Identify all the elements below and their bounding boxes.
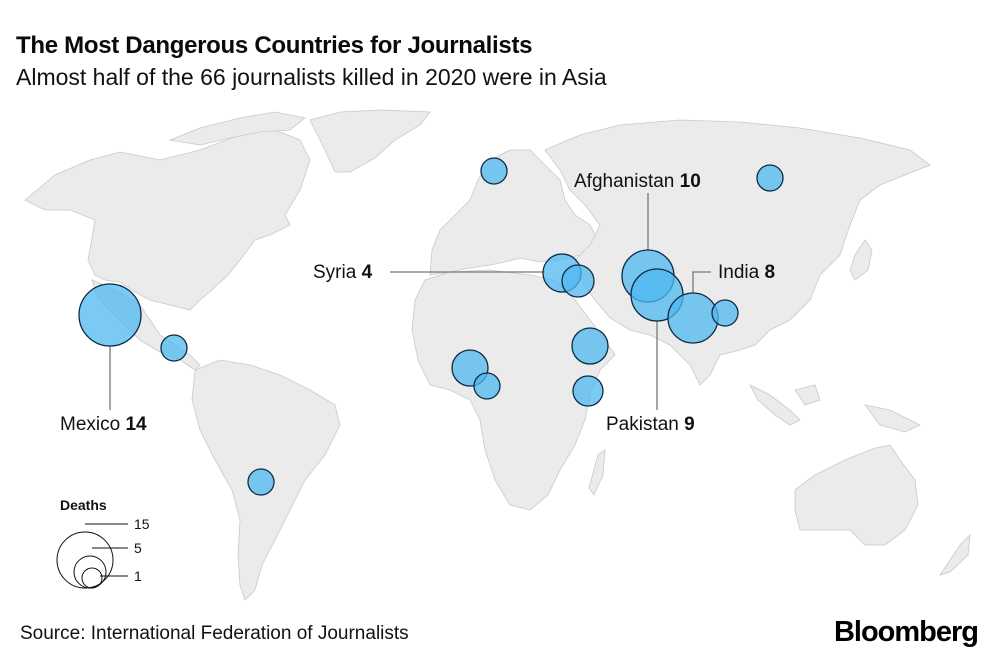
bubble-cameroon[interactable] (473, 372, 501, 400)
leader-lines (109, 193, 711, 410)
bubble-bangladesh[interactable] (711, 299, 739, 327)
size-legend: Deaths 15 5 1 (56, 497, 150, 589)
bubble-india[interactable] (667, 292, 719, 344)
legend-value-5: 5 (134, 540, 142, 556)
chart-subtitle: Almost half of the 66 journalists killed… (16, 64, 607, 90)
india-leader (692, 271, 711, 293)
madagascar (588, 449, 606, 496)
source-note: Source: International Federation of Jour… (20, 623, 409, 644)
bubble-mexico[interactable] (78, 283, 142, 347)
bubble-honduras[interactable] (160, 334, 188, 362)
chart-title: The Most Dangerous Countries for Journal… (16, 32, 533, 59)
legend-circle-15 (56, 531, 114, 589)
bubble-paraguay[interactable] (247, 468, 275, 496)
legend-title: Deaths (60, 497, 107, 513)
bubble-yemen[interactable] (571, 327, 609, 365)
bloomberg-logo: Bloomberg (833, 616, 979, 648)
bubble-sweden[interactable] (480, 157, 508, 185)
legend-circle-1 (81, 567, 103, 589)
new-zealand (939, 533, 971, 576)
canada-islands (168, 111, 306, 146)
bubble-russia[interactable] (756, 164, 784, 192)
southeast-asia-islands (749, 384, 921, 433)
label-syria: Syria 4 (313, 262, 373, 283)
greenland (309, 109, 431, 173)
label-india: India 8 (718, 262, 775, 283)
bubbles (78, 157, 784, 496)
label-afghanistan: Afghanistan 10 (574, 171, 701, 192)
australia (794, 444, 919, 546)
japan (849, 239, 873, 281)
bubble-somalia[interactable] (572, 375, 604, 407)
legend-value-15: 15 (134, 516, 150, 532)
north-america (24, 127, 311, 311)
bubble-iraq[interactable] (561, 264, 595, 298)
legend-value-1: 1 (134, 568, 142, 584)
europe (429, 149, 601, 276)
legend-circle-5 (73, 555, 107, 589)
label-pakistan: Pakistan 9 (606, 414, 695, 435)
africa (411, 269, 616, 511)
label-mexico: Mexico 14 (60, 414, 147, 435)
